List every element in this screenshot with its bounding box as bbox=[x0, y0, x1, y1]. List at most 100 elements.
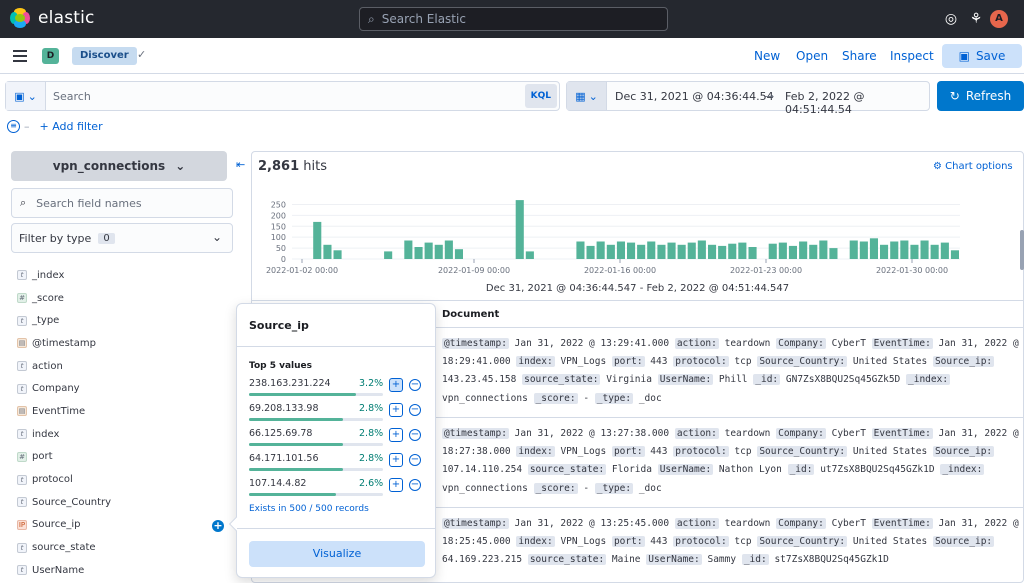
histogram-bar[interactable] bbox=[728, 243, 737, 259]
document-row[interactable]: @timestamp: Jan 31, 2022 @ 13:29:41.000 … bbox=[442, 335, 1022, 408]
histogram-bar[interactable] bbox=[809, 244, 818, 259]
document-row[interactable]: @timestamp: Jan 31, 2022 @ 13:25:45.000 … bbox=[442, 515, 1022, 570]
filter-for-value-icon[interactable]: + bbox=[389, 428, 403, 442]
saved-query-button[interactable]: ▣ ⌄ bbox=[6, 82, 46, 110]
inspect-link[interactable]: Inspect bbox=[890, 49, 934, 63]
histogram-bar[interactable] bbox=[718, 245, 727, 259]
field-item[interactable]: ▤ EventTime bbox=[17, 400, 227, 423]
field-item[interactable]: # port bbox=[17, 446, 227, 469]
breadcrumb-discover[interactable]: Discover bbox=[72, 47, 137, 65]
histogram-bar[interactable] bbox=[404, 240, 413, 260]
histogram-bar[interactable] bbox=[799, 241, 808, 260]
filter-for-value-icon[interactable]: + bbox=[389, 378, 403, 392]
histogram-bar[interactable] bbox=[596, 241, 605, 260]
field-item[interactable]: t Company bbox=[17, 377, 227, 400]
start-date[interactable]: Dec 31, 2021 @ 04:36:44.54 bbox=[615, 90, 774, 103]
field-item[interactable]: t source_state bbox=[17, 536, 227, 559]
histogram-bar[interactable] bbox=[910, 244, 919, 259]
histogram-bar[interactable] bbox=[333, 250, 342, 259]
histogram-chart[interactable]: 250 200 150 100 50 0 2022-01-02 00:00 2022-01-0… bbox=[262, 193, 1002, 278]
news-feed-icon[interactable]: ⚘ bbox=[969, 11, 983, 27]
kql-toggle[interactable]: KQL bbox=[524, 84, 557, 108]
histogram-bar[interactable] bbox=[586, 245, 595, 259]
histogram-bar[interactable] bbox=[616, 241, 625, 260]
histogram-bar[interactable] bbox=[890, 241, 899, 260]
histogram-bar[interactable] bbox=[434, 244, 443, 259]
field-item[interactable]: t index bbox=[17, 423, 227, 446]
new-link[interactable]: New bbox=[754, 49, 781, 63]
document-row[interactable]: @timestamp: Jan 31, 2022 @ 13:27:38.000 … bbox=[442, 425, 1022, 498]
histogram-bar[interactable] bbox=[444, 240, 453, 260]
histogram-bar[interactable] bbox=[859, 241, 868, 260]
field-item[interactable]: t UserName bbox=[17, 559, 227, 582]
histogram-bar[interactable] bbox=[657, 244, 666, 259]
histogram-bar[interactable] bbox=[708, 244, 717, 259]
histogram-bar[interactable] bbox=[323, 244, 332, 259]
field-item[interactable]: t _index bbox=[17, 264, 227, 287]
histogram-bar[interactable] bbox=[687, 242, 696, 259]
field-item[interactable]: ▤ @timestamp bbox=[17, 332, 227, 355]
chart-options-button[interactable]: ⚙ Chart options bbox=[933, 161, 1013, 172]
field-item[interactable]: t Source_Country bbox=[17, 491, 227, 514]
filter-out-value-icon[interactable]: − bbox=[409, 429, 421, 441]
histogram-bar[interactable] bbox=[677, 244, 686, 259]
histogram-bar[interactable] bbox=[900, 240, 909, 260]
histogram-bar[interactable] bbox=[920, 240, 929, 260]
field-item[interactable]: t _type bbox=[17, 309, 227, 332]
menu-icon[interactable] bbox=[13, 50, 27, 62]
visualize-button[interactable]: Visualize bbox=[249, 541, 425, 567]
histogram-bar[interactable] bbox=[768, 243, 777, 259]
global-search-input[interactable]: ⌕ Search Elastic bbox=[359, 7, 668, 31]
histogram-bar[interactable] bbox=[627, 242, 636, 259]
histogram-bar[interactable] bbox=[869, 238, 878, 259]
histogram-bar[interactable] bbox=[637, 244, 646, 259]
collapse-sidebar-icon[interactable]: ⇤ bbox=[236, 158, 246, 171]
field-search-input[interactable]: ⌕ Search field names bbox=[11, 188, 233, 218]
histogram-bar[interactable] bbox=[819, 240, 828, 260]
histogram-bar[interactable] bbox=[788, 245, 797, 259]
histogram-bar[interactable] bbox=[778, 242, 787, 259]
scrollbar[interactable] bbox=[1020, 230, 1024, 270]
histogram-bar[interactable] bbox=[667, 242, 676, 259]
filter-out-value-icon[interactable]: − bbox=[409, 479, 421, 491]
filter-out-value-icon[interactable]: − bbox=[409, 454, 421, 466]
filter-out-value-icon[interactable]: − bbox=[409, 404, 421, 416]
field-item[interactable]: t action bbox=[17, 355, 227, 378]
filter-out-value-icon[interactable]: − bbox=[409, 379, 421, 391]
histogram-bar[interactable] bbox=[576, 241, 585, 260]
save-button[interactable]: ▣ Save bbox=[942, 44, 1022, 68]
filter-for-value-icon[interactable]: + bbox=[389, 403, 403, 417]
histogram-bar[interactable] bbox=[515, 200, 524, 259]
histogram-bar[interactable] bbox=[829, 248, 838, 259]
elastic-logo[interactable]: elastic bbox=[10, 8, 95, 28]
histogram-bar[interactable] bbox=[414, 247, 423, 259]
field-item[interactable]: # _score bbox=[17, 287, 227, 310]
field-item[interactable]: IP Source_ip + bbox=[17, 514, 227, 537]
histogram-bar[interactable] bbox=[697, 240, 706, 260]
histogram-bar[interactable] bbox=[748, 247, 757, 259]
end-date[interactable]: Feb 2, 2022 @ 04:51:44.54 bbox=[785, 90, 865, 116]
help-icon[interactable]: ◎ bbox=[944, 11, 958, 27]
refresh-button[interactable]: ↻ Refresh bbox=[937, 81, 1024, 111]
histogram-bar[interactable] bbox=[647, 241, 656, 260]
add-filter-button[interactable]: + Add filter bbox=[39, 120, 103, 133]
histogram-bar[interactable] bbox=[940, 242, 949, 259]
field-item[interactable]: t protocol bbox=[17, 468, 227, 491]
user-avatar[interactable]: A bbox=[990, 10, 1008, 28]
histogram-bar[interactable] bbox=[950, 250, 959, 259]
histogram-bar[interactable] bbox=[930, 244, 939, 259]
filter-icon[interactable]: ≡ bbox=[7, 120, 20, 133]
query-input[interactable]: Search bbox=[53, 90, 91, 103]
histogram-bar[interactable] bbox=[525, 251, 534, 259]
filter-by-type-button[interactable]: Filter by type 0 ⌄ bbox=[11, 223, 233, 253]
space-badge[interactable]: D bbox=[42, 48, 59, 64]
histogram-bar[interactable] bbox=[384, 251, 393, 259]
share-link[interactable]: Share bbox=[842, 49, 877, 63]
histogram-bar[interactable] bbox=[606, 244, 615, 259]
filter-for-value-icon[interactable]: + bbox=[389, 453, 403, 467]
index-pattern-select[interactable]: vpn_connections ⌄ bbox=[11, 151, 227, 181]
quick-menu-button[interactable]: ▦ ⌄ bbox=[567, 82, 607, 110]
histogram-bar[interactable] bbox=[849, 240, 858, 260]
add-field-icon[interactable]: + bbox=[212, 518, 224, 532]
histogram-bar[interactable] bbox=[424, 242, 433, 259]
